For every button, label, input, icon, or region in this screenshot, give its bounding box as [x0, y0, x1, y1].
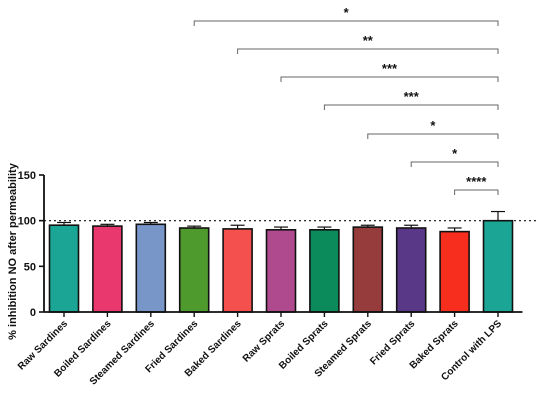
- bar-steamed-sardines: [135, 223, 167, 313]
- significance-label: ***: [382, 61, 398, 76]
- y-tick-label: 50: [24, 261, 36, 273]
- bars: [48, 210, 514, 313]
- y-tick-label: 150: [18, 170, 36, 182]
- significance-label: *: [344, 5, 350, 20]
- bar-boiled-sprats: [309, 229, 340, 313]
- significance-bracket: [237, 48, 499, 54]
- significance-label: *: [452, 146, 458, 161]
- bar-fried-sardines: [178, 227, 210, 313]
- bar-raw-sprats: [265, 229, 297, 313]
- bar-boiled-sardines: [92, 225, 123, 313]
- bar-baked-sardines: [222, 228, 253, 313]
- y-axis-label: % inhibition NO after permeability: [7, 162, 19, 340]
- significance-bracket: [454, 189, 499, 195]
- significance-bracket: [193, 20, 499, 26]
- significance-bracket: [367, 133, 499, 139]
- y-tick-label: 0: [30, 307, 36, 319]
- y-tick-label: 100: [18, 216, 36, 228]
- bar-steamed-sprats: [352, 226, 384, 313]
- bar-control-with-lps: [482, 219, 514, 313]
- significance-label: ****: [466, 174, 487, 189]
- significance-bracket: [410, 161, 499, 167]
- axes: 0 50 100 150: [18, 170, 523, 319]
- bar-raw-sardines: [48, 224, 80, 313]
- significance-label: *: [430, 118, 436, 133]
- category-label: Raw Sprats: [241, 318, 288, 365]
- significance-brackets: ***************: [193, 5, 499, 195]
- significance-bracket: [280, 76, 499, 82]
- significance-label: **: [363, 33, 374, 48]
- bar-baked-sprats: [439, 230, 470, 313]
- significance-label: ***: [404, 89, 420, 104]
- bar-fried-sprats: [395, 227, 427, 313]
- significance-bracket: [323, 104, 499, 110]
